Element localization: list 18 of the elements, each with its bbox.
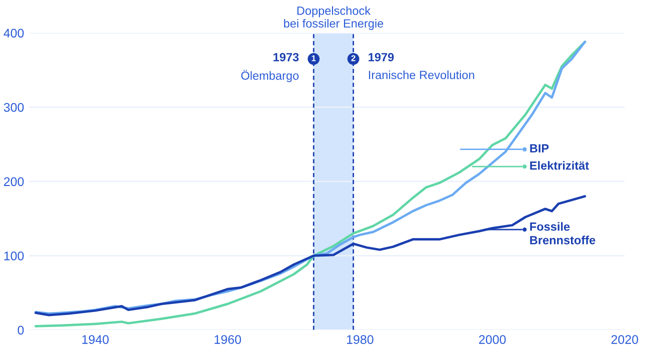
ref-line-label: 1973 Ölembargo xyxy=(241,52,299,82)
x-tick-label: 1960 xyxy=(214,335,242,344)
y-tick-label: 400 xyxy=(4,28,24,38)
annotation: 2 xyxy=(351,55,356,62)
ref-line-label: 1979 Iranische Revolution xyxy=(368,52,474,80)
y-tick-label: 0 xyxy=(18,326,24,335)
annotation: 1 xyxy=(312,55,316,62)
x-tick-label: 1940 xyxy=(82,335,109,344)
legend-label: Elektrizität xyxy=(530,161,589,170)
x-tick-label: 2020 xyxy=(611,335,638,344)
band-label: Doppelschock bei fossiler Energie xyxy=(284,6,384,30)
y-tick-label: 200 xyxy=(4,177,24,186)
x-tick-label: 1980 xyxy=(347,335,374,344)
y-tick-label: 300 xyxy=(4,102,24,112)
x-tick-label: 2000 xyxy=(479,335,506,344)
legend-label: Fossile Brennstoffe xyxy=(530,222,596,244)
y-tick-label: 100 xyxy=(4,251,24,260)
legend-label: BIP xyxy=(530,144,549,152)
